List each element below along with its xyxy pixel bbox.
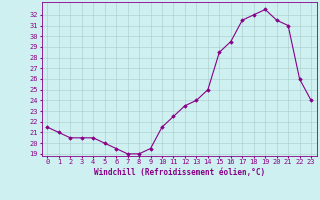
X-axis label: Windchill (Refroidissement éolien,°C): Windchill (Refroidissement éolien,°C)	[94, 168, 265, 177]
